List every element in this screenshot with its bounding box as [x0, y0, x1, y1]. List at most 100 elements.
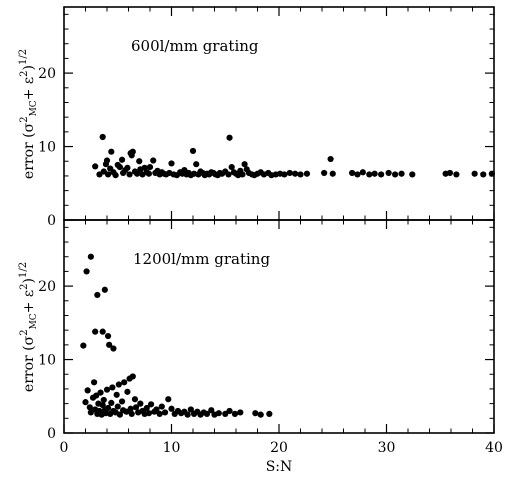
data-point: [453, 171, 460, 178]
data-point: [153, 406, 160, 413]
data-point: [371, 170, 378, 177]
data-point: [137, 400, 144, 407]
data-point: [108, 148, 115, 155]
data-point: [94, 291, 101, 299]
y-axis-title: error (σ2MC+ ε2)1/2: [18, 262, 39, 392]
data-point: [104, 171, 112, 178]
data-point: [84, 387, 91, 394]
data-point: [103, 386, 111, 393]
data-point: [215, 410, 222, 417]
data-point: [124, 388, 131, 395]
data-point: [446, 169, 454, 177]
data-point: [161, 409, 169, 416]
y-tick-label: 20: [38, 279, 56, 295]
data-point: [165, 396, 172, 403]
data-point: [134, 170, 141, 177]
plot-frame: [63, 6, 495, 221]
data-point: [121, 379, 128, 386]
data-point: [99, 401, 106, 409]
data-point: [83, 268, 90, 275]
data-point: [92, 163, 99, 170]
data-point: [106, 341, 113, 348]
data-point: [226, 407, 233, 415]
y-axis-title-text: error (σ: [21, 335, 37, 392]
data-point: [80, 342, 87, 349]
data-point: [131, 396, 139, 403]
data-point: [124, 164, 131, 171]
data-point: [87, 253, 94, 260]
ticks: 0 10 20 30 40 0 10 20: [38, 220, 503, 456]
data-point: [116, 164, 123, 171]
data-point: [359, 169, 366, 176]
panel-label: 1200l/mm grating: [133, 250, 270, 268]
data-point: [398, 170, 405, 177]
data-point: [193, 161, 200, 168]
data-point: [286, 169, 293, 177]
data-point: [129, 148, 136, 155]
data-point: [113, 391, 120, 398]
y-tick-label: 0: [47, 213, 56, 229]
bottom-panel: 1200l/mm grating error (σ2MC+ ε2)1/2 0 10…: [18, 219, 503, 475]
data-point: [184, 411, 191, 418]
data-point: [118, 398, 126, 405]
data-point: [104, 332, 112, 340]
points: [92, 133, 495, 179]
data-point: [103, 157, 111, 164]
data-point: [354, 171, 361, 178]
data-point: [146, 164, 154, 171]
data-point: [126, 171, 133, 178]
data-point: [118, 156, 126, 163]
y-tick-label: 10: [38, 140, 56, 156]
x-tick-label: 0: [60, 440, 69, 456]
data-point: [231, 410, 239, 418]
points: [80, 253, 273, 418]
data-point: [112, 172, 119, 179]
panel-label: 600l/mm grating: [131, 37, 259, 55]
data-point: [92, 328, 99, 335]
data-point: [228, 164, 235, 171]
data-point: [145, 410, 153, 417]
data-point: [252, 410, 259, 417]
data-point: [187, 406, 194, 413]
data-point: [409, 171, 416, 178]
data-point: [114, 403, 121, 410]
data-point: [480, 171, 487, 178]
data-point: [297, 171, 304, 178]
data-point: [86, 404, 93, 411]
data-point: [136, 158, 143, 165]
x-tick-label: 20: [270, 440, 288, 456]
x-tick-label: 30: [378, 440, 396, 456]
data-point: [116, 411, 123, 418]
data-point: [237, 409, 244, 416]
y-axis-title: error (σ2MC+ ε2)1/2: [18, 49, 39, 179]
data-point: [82, 399, 89, 406]
data-point: [150, 157, 157, 164]
data-point: [110, 345, 117, 352]
data-point: [226, 134, 233, 141]
data-point: [321, 169, 328, 177]
data-point: [156, 410, 163, 418]
data-point: [303, 170, 311, 177]
y-tick-label: 20: [38, 66, 56, 82]
plot-frame: [63, 219, 495, 434]
data-point: [225, 171, 232, 178]
data-point: [143, 404, 150, 412]
data-point: [108, 399, 115, 406]
data-point: [378, 171, 385, 178]
data-point: [147, 401, 155, 408]
y-axis-title-text: error (σ: [21, 122, 37, 179]
data-point: [145, 170, 153, 177]
data-point: [115, 381, 122, 388]
data-point: [327, 155, 334, 163]
data-point: [392, 171, 399, 178]
data-point: [104, 404, 112, 412]
data-point: [97, 389, 104, 396]
x-tick-label: 10: [163, 440, 181, 456]
data-point: [109, 384, 116, 391]
data-point: [158, 403, 165, 410]
data-point: [128, 410, 135, 418]
data-point: [168, 405, 175, 412]
data-point: [349, 169, 356, 177]
y-tick-label: 0: [47, 426, 56, 442]
